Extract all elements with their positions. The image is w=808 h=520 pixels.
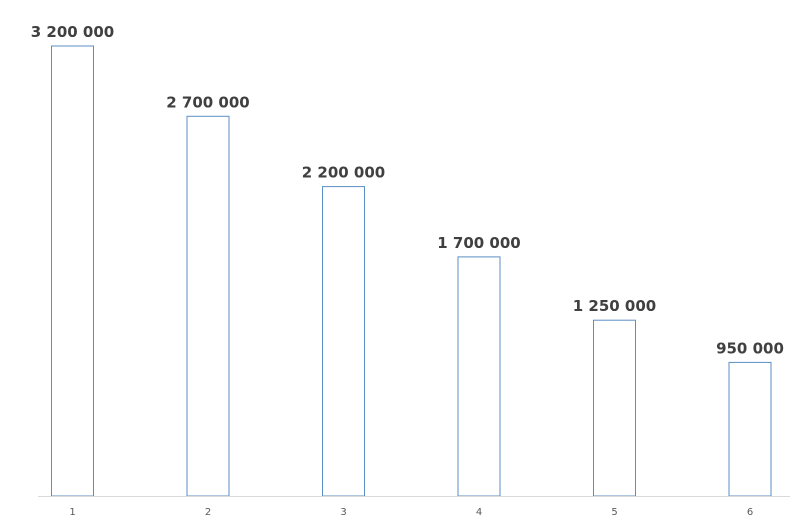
x-tick-label-2: 2	[205, 507, 211, 518]
data-label-2: 2 700 000	[166, 93, 250, 111]
value-labels-group: 3 200 000 2 700 000 2 200 000 1 700 000 1 25…	[31, 23, 784, 357]
bar-4	[457, 256, 501, 497]
bar-1	[51, 45, 94, 497]
data-label-4: 1 700 000	[437, 234, 521, 252]
data-label-3: 2 200 000	[302, 164, 386, 182]
bars-group	[51, 45, 772, 497]
bar-3	[322, 186, 365, 497]
x-tick-labels-group: 1 2 3 4 5 6	[69, 507, 753, 518]
x-tick-label-4: 4	[476, 507, 482, 518]
data-label-5: 1 250 000	[573, 297, 657, 315]
data-label-6: 950 000	[716, 339, 784, 357]
bar-2	[186, 115, 230, 497]
data-label-1: 3 200 000	[31, 23, 115, 41]
bar-5	[593, 319, 636, 497]
x-tick-label-1: 1	[69, 507, 75, 518]
x-tick-label-6: 6	[747, 507, 753, 518]
x-tick-label-5: 5	[611, 507, 617, 518]
bar-6	[728, 361, 772, 497]
x-tick-label-3: 3	[340, 507, 346, 518]
